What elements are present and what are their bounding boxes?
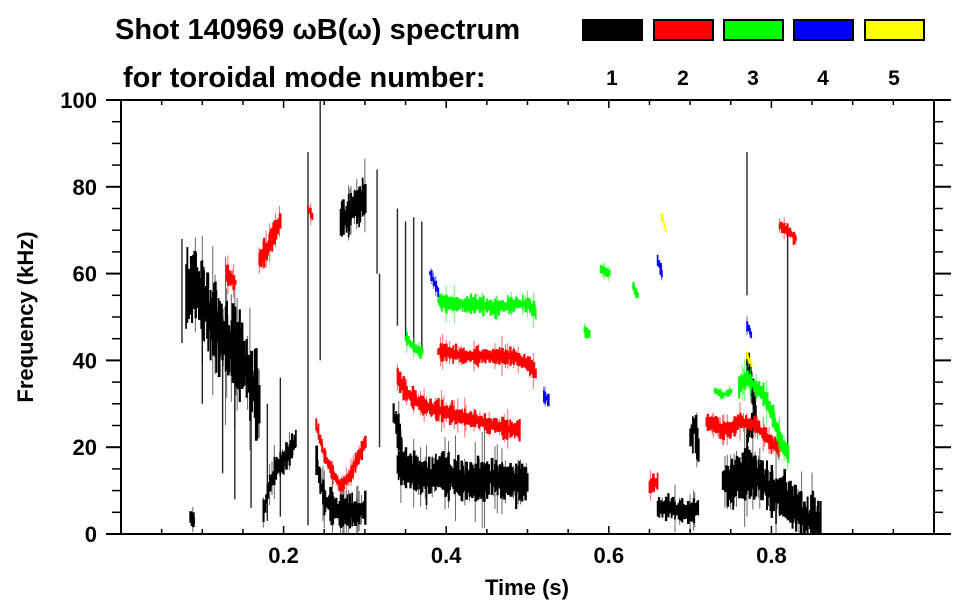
mode-1-feature	[185, 235, 261, 451]
legend: 1 2 3 4 5	[582, 19, 925, 90]
mode-2-feature	[225, 255, 237, 298]
x-tick-label: 0.8	[756, 543, 787, 568]
y-tick-label: 60	[73, 262, 97, 287]
mode-1-feature	[656, 484, 700, 533]
mode-3-feature	[738, 359, 790, 470]
mode-5-feature	[746, 351, 753, 367]
mode-1-feature	[189, 507, 196, 533]
mode-3-feature	[404, 327, 424, 359]
legend-label-mode-1: 1	[606, 67, 618, 90]
mode-1-feature	[746, 352, 757, 454]
mode-2-feature	[778, 217, 797, 245]
y-axis-label: Frequency (kHz)	[13, 231, 38, 402]
legend-swatch-mode-2	[653, 19, 714, 41]
mode-5-feature	[660, 213, 667, 233]
x-tick-label: 0.4	[431, 543, 462, 568]
plot-area	[181, 100, 822, 534]
mode-3-feature	[437, 284, 537, 328]
mode-2-feature	[437, 334, 537, 389]
mode-3-feature	[599, 262, 611, 281]
mode-4-feature	[429, 268, 440, 298]
chart-title-line2: for toroidal mode number:	[123, 62, 486, 94]
mode-2-feature	[315, 418, 367, 495]
legend-label-mode-4: 4	[817, 67, 829, 90]
mode-1-feature	[339, 158, 367, 241]
mode-1-feature	[315, 445, 367, 534]
mode-2-feature	[258, 205, 282, 274]
legend-label-mode-5: 5	[888, 67, 900, 90]
y-tick-label: 0	[85, 522, 97, 547]
y-tick-label: 40	[73, 348, 97, 373]
y-tick-label: 20	[73, 435, 97, 460]
chart-title-line1: Shot 140969 ωB(ω) spectrum	[115, 14, 520, 46]
x-tick-label: 0.2	[268, 543, 299, 568]
legend-swatch-mode-3	[723, 19, 784, 41]
mode-4-feature	[746, 316, 753, 339]
legend-label-mode-3: 3	[747, 67, 759, 90]
x-tick-label: 0.6	[594, 543, 625, 568]
mode-3-feature	[583, 322, 591, 339]
y-tick-label: 80	[73, 175, 97, 200]
mode-1-feature	[396, 429, 529, 529]
mode-1-feature	[689, 412, 700, 468]
legend-label-mode-2: 2	[677, 67, 689, 90]
mode-3-feature	[632, 281, 639, 299]
axes: 0.2 0.4 0.6 0.8 0 20 40 60 80 100	[60, 88, 951, 568]
x-axis-label: Time (s)	[485, 575, 569, 600]
mode-4-feature	[542, 386, 550, 407]
legend-swatch-mode-5	[864, 19, 925, 41]
legend-swatch-mode-4	[793, 19, 854, 41]
mode-1-feature	[721, 422, 822, 534]
y-tick-label: 100	[60, 88, 97, 113]
mode-2-feature	[648, 470, 659, 501]
mode-4-feature	[656, 254, 663, 281]
mode-2-feature	[396, 364, 521, 449]
mode-1-feature	[392, 400, 403, 471]
legend-swatch-mode-1	[582, 19, 643, 41]
mode-1-feature	[262, 429, 297, 528]
mode-3-feature	[713, 385, 733, 400]
mode-2-feature	[307, 203, 314, 226]
